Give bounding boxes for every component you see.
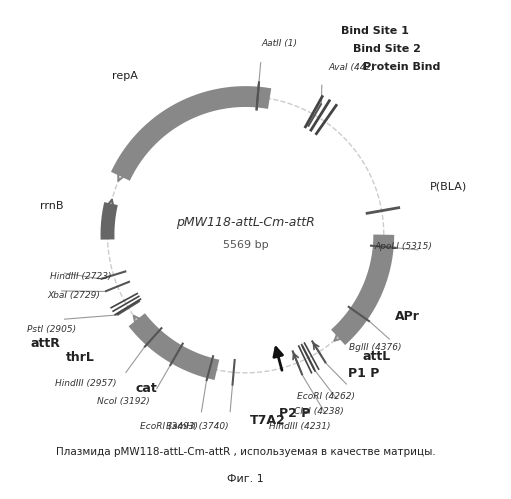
Text: Фиг. 1: Фиг. 1 — [227, 474, 264, 484]
Text: AvaI (442): AvaI (442) — [329, 63, 375, 72]
Text: Плазмида pMW118-attL-Cm-attR , используемая в качестве матрицы.: Плазмида pMW118-attL-Cm-attR , используе… — [56, 447, 435, 457]
Text: HindIII (2723): HindIII (2723) — [50, 272, 111, 281]
Text: pMW118-attL-Cm-attR: pMW118-attL-Cm-attR — [176, 216, 315, 229]
Text: BamHI (3740): BamHI (3740) — [166, 422, 229, 431]
Text: rrnB: rrnB — [40, 201, 64, 211]
Text: P(BLA): P(BLA) — [430, 182, 467, 192]
Text: ApoLI (5315): ApoLI (5315) — [375, 242, 432, 251]
Text: attL: attL — [363, 350, 391, 363]
Text: XbaI (2729): XbaI (2729) — [48, 291, 100, 300]
Text: ClaI (4238): ClaI (4238) — [294, 407, 344, 416]
Text: Protein Bind: Protein Bind — [363, 62, 440, 72]
Text: EcoRI (4262): EcoRI (4262) — [296, 392, 355, 401]
Text: AatII (1): AatII (1) — [262, 39, 298, 48]
Text: repA: repA — [112, 71, 138, 81]
Text: HindIII (4231): HindIII (4231) — [269, 422, 331, 431]
Text: HindIII (2957): HindIII (2957) — [55, 379, 116, 388]
Text: cat: cat — [135, 382, 157, 395]
Text: BglII (4376): BglII (4376) — [349, 343, 401, 352]
Text: Bind Site 1: Bind Site 1 — [340, 26, 408, 36]
Text: EcoRI (3493): EcoRI (3493) — [140, 422, 198, 431]
Text: PstI (2905): PstI (2905) — [27, 325, 76, 334]
Text: P2 P: P2 P — [279, 407, 311, 420]
Text: Bind Site 2: Bind Site 2 — [353, 44, 421, 54]
Text: NcoI (3192): NcoI (3192) — [97, 397, 149, 406]
Text: T7A2: T7A2 — [249, 414, 285, 427]
Text: APr: APr — [395, 309, 420, 322]
Text: thrL: thrL — [65, 351, 95, 364]
Text: P1 P: P1 P — [348, 367, 379, 380]
Text: 5569 bp: 5569 bp — [223, 240, 268, 250]
Text: attR: attR — [31, 337, 60, 350]
